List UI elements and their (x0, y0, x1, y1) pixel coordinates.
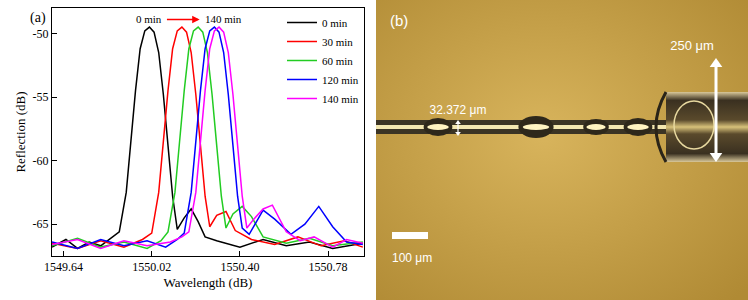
svg-text:1550.78: 1550.78 (309, 260, 348, 274)
svg-text:1550.40: 1550.40 (220, 260, 259, 274)
svg-text:140 min: 140 min (205, 13, 242, 25)
svg-text:(b): (b) (390, 12, 408, 29)
svg-text:100 μm: 100 μm (392, 251, 432, 265)
svg-text:0 min: 0 min (136, 13, 162, 25)
svg-text:Wavelength (dB): Wavelength (dB) (164, 275, 253, 290)
svg-text:(a): (a) (30, 10, 46, 26)
svg-text:60 min: 60 min (322, 55, 353, 67)
svg-text:30 min: 30 min (322, 36, 353, 48)
svg-text:-60: -60 (33, 154, 49, 168)
svg-text:250 μm: 250 μm (670, 38, 714, 53)
svg-text:32.372 μm: 32.372 μm (430, 103, 487, 117)
svg-text:1550.02: 1550.02 (132, 260, 171, 274)
svg-text:Reflection (dB): Reflection (dB) (13, 91, 28, 172)
svg-text:-50: -50 (33, 27, 49, 41)
svg-text:140 min: 140 min (322, 93, 359, 105)
svg-text:-65: -65 (33, 217, 49, 231)
svg-text:0 min: 0 min (322, 17, 348, 29)
svg-text:-55: -55 (33, 90, 49, 104)
svg-text:120 min: 120 min (322, 74, 359, 86)
svg-text:1549.64: 1549.64 (44, 260, 83, 274)
